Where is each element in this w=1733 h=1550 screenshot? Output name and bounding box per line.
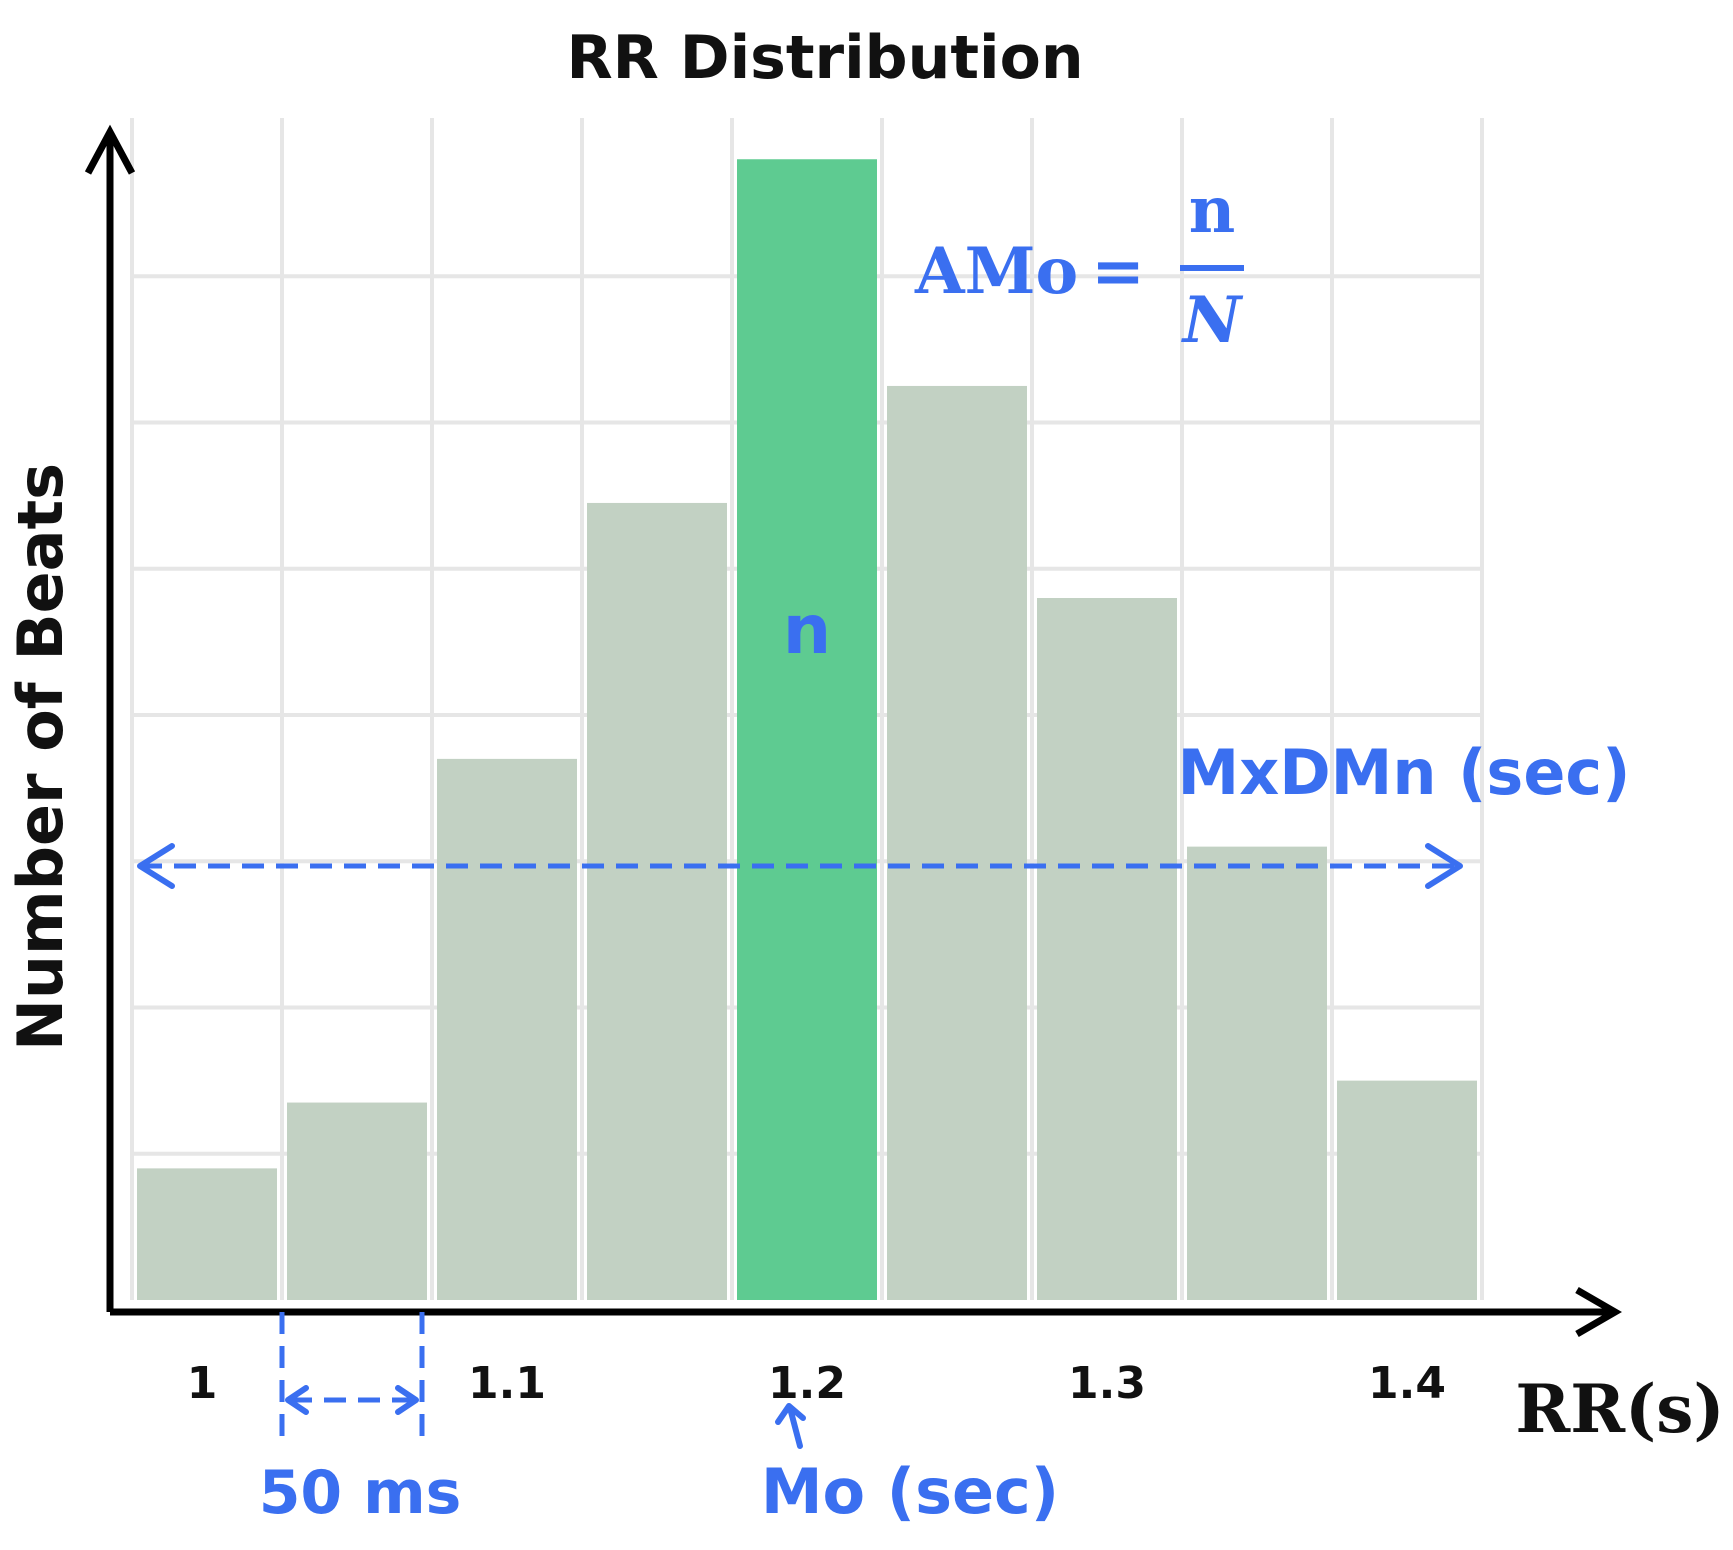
- y-axis-arrowhead: [84, 124, 136, 175]
- bin-width-label: 50 ms: [259, 1458, 462, 1528]
- mode-pointer-arrow: [775, 1403, 806, 1449]
- histogram-bar: [437, 758, 577, 1300]
- histogram-bar: [1337, 1080, 1477, 1300]
- x-tick-label: 1.1: [468, 1358, 546, 1409]
- histogram-bar: [137, 1168, 277, 1300]
- histogram-bar: [1037, 598, 1177, 1300]
- amo-equals: =: [1091, 234, 1145, 309]
- bin-arrow-right: [395, 1385, 419, 1415]
- histogram-bar: [1187, 846, 1327, 1300]
- range-label: MxDMn (sec): [1178, 736, 1631, 809]
- y-axis-label: Number of Beats: [4, 463, 77, 1051]
- amo-numerator: n: [1189, 173, 1236, 248]
- x-axis-arrowhead: [1575, 1286, 1622, 1338]
- x-tick-label: 1.4: [1368, 1358, 1446, 1409]
- mode-bar-label: n: [783, 591, 831, 670]
- range-arrow-left: [137, 843, 175, 889]
- x-tick-label: 1.3: [1068, 1358, 1146, 1409]
- bars: [137, 159, 1477, 1300]
- mode-label: Mo (sec): [761, 1455, 1059, 1528]
- amo-lhs: AMo: [914, 234, 1078, 309]
- histogram-bar-mode: [737, 159, 877, 1300]
- amo-denominator: N: [1181, 283, 1244, 358]
- chart-title: RR Distribution: [566, 23, 1083, 93]
- x-tick-label: 1.2: [768, 1358, 846, 1409]
- x-tick-label: 1: [187, 1358, 218, 1409]
- range-arrow-right: [1425, 843, 1463, 889]
- histogram-bar: [287, 1102, 427, 1300]
- amo-formula: AMo = n N: [914, 173, 1244, 358]
- x-axis-label: RR(s): [1515, 1370, 1724, 1448]
- histogram-bar: [587, 502, 727, 1300]
- histogram-bar: [887, 385, 1027, 1300]
- x-ticks: 1 1.1 1.2 1.3 1.4: [187, 1358, 1446, 1409]
- bin-arrow-left: [285, 1385, 309, 1415]
